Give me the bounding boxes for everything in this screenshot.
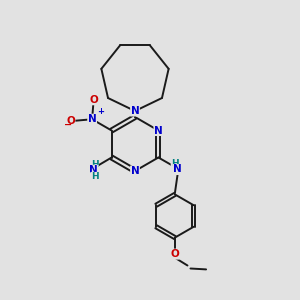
Text: H: H bbox=[171, 159, 178, 168]
Text: O: O bbox=[170, 249, 179, 259]
Text: N: N bbox=[130, 106, 140, 116]
Text: N: N bbox=[173, 164, 182, 175]
Text: H: H bbox=[91, 160, 98, 169]
Text: N: N bbox=[89, 165, 98, 175]
Text: H: H bbox=[91, 172, 98, 181]
Text: −: − bbox=[64, 119, 72, 129]
Text: N: N bbox=[130, 166, 140, 176]
Text: N: N bbox=[88, 114, 97, 124]
Text: +: + bbox=[97, 107, 104, 116]
Text: N: N bbox=[154, 125, 163, 136]
Text: O: O bbox=[89, 95, 98, 105]
Text: O: O bbox=[66, 116, 75, 126]
